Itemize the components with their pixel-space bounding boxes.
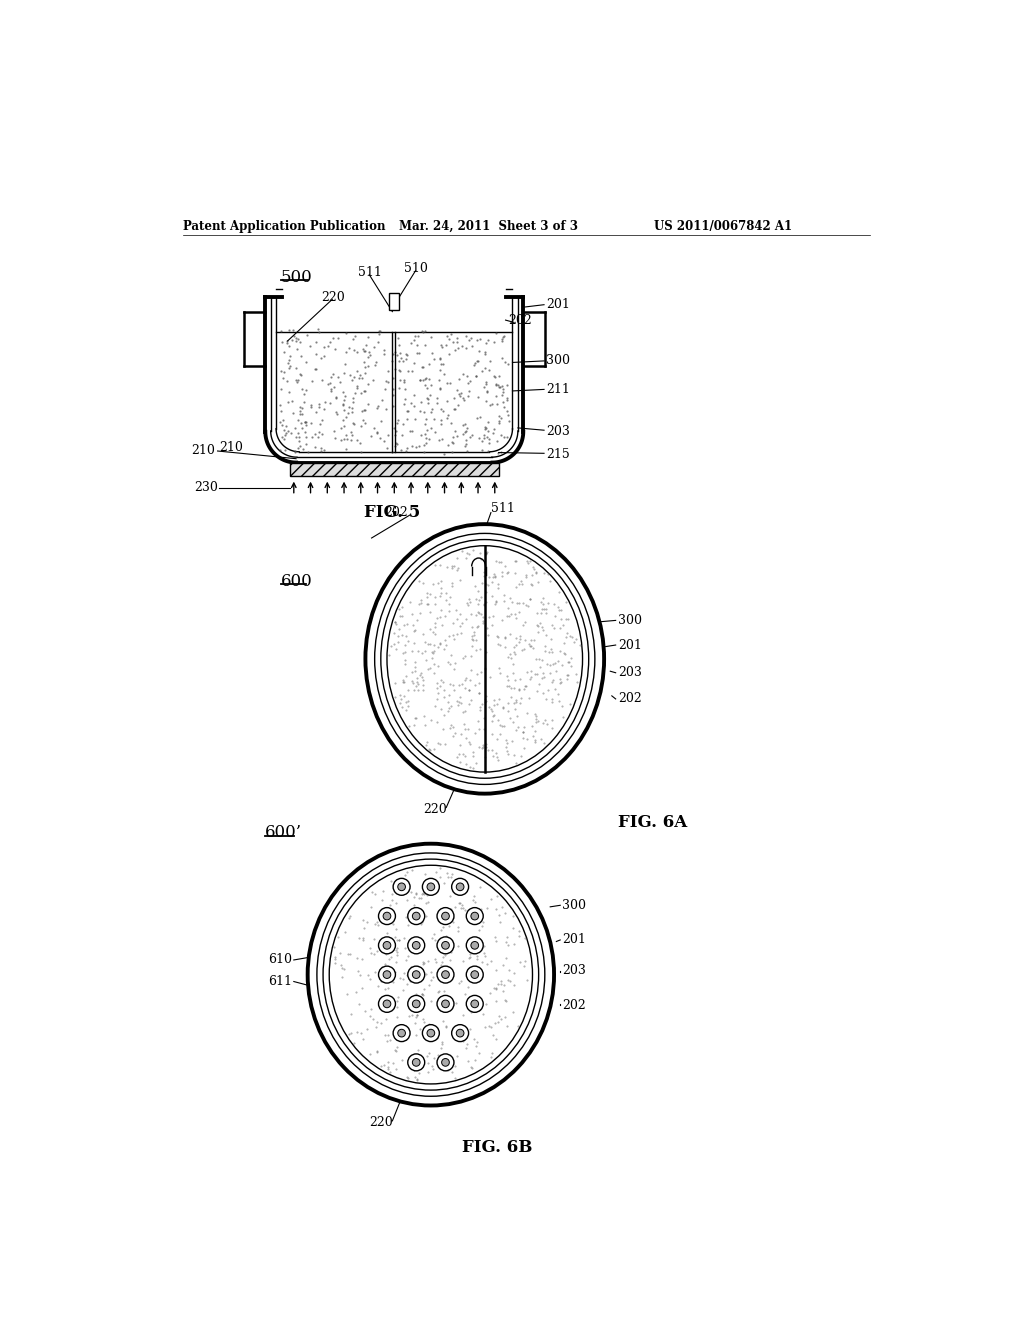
Text: Mar. 24, 2011  Sheet 3 of 3: Mar. 24, 2011 Sheet 3 of 3: [398, 220, 578, 234]
Circle shape: [441, 912, 450, 920]
Text: 511: 511: [358, 265, 382, 279]
Text: 215: 215: [547, 449, 570, 462]
Circle shape: [466, 966, 483, 983]
Circle shape: [393, 1024, 410, 1041]
Circle shape: [471, 912, 478, 920]
Circle shape: [437, 995, 454, 1012]
Ellipse shape: [381, 540, 589, 779]
Circle shape: [471, 941, 478, 949]
Bar: [388, 293, 399, 310]
Circle shape: [452, 1024, 469, 1041]
Circle shape: [441, 1059, 450, 1067]
Circle shape: [441, 970, 450, 978]
Circle shape: [408, 995, 425, 1012]
Text: FIG. 6A: FIG. 6A: [617, 814, 687, 832]
Circle shape: [427, 883, 435, 891]
Bar: [290, 462, 499, 477]
Circle shape: [379, 937, 395, 954]
Text: 600’: 600’: [265, 825, 302, 841]
Circle shape: [422, 1024, 439, 1041]
Text: FIG. 6B: FIG. 6B: [462, 1139, 532, 1156]
Text: 500: 500: [281, 268, 312, 285]
Circle shape: [413, 1059, 420, 1067]
Circle shape: [466, 908, 483, 924]
Circle shape: [379, 966, 395, 983]
Text: Patent Application Publication: Patent Application Publication: [183, 220, 385, 234]
Ellipse shape: [316, 853, 545, 1096]
Text: 300: 300: [562, 899, 586, 912]
Circle shape: [471, 1001, 478, 1007]
Circle shape: [457, 1030, 464, 1038]
Text: 203: 203: [562, 964, 586, 977]
Text: 510: 510: [403, 261, 428, 275]
Circle shape: [437, 966, 454, 983]
Text: 511: 511: [490, 502, 515, 515]
Circle shape: [383, 1001, 391, 1007]
Ellipse shape: [387, 545, 583, 772]
Text: 300: 300: [547, 354, 570, 367]
Circle shape: [379, 995, 395, 1012]
Circle shape: [471, 970, 478, 978]
Circle shape: [408, 1053, 425, 1071]
Ellipse shape: [375, 533, 595, 784]
Text: 220: 220: [423, 803, 446, 816]
Circle shape: [437, 908, 454, 924]
Circle shape: [422, 878, 439, 895]
Text: 210: 210: [191, 445, 215, 458]
Text: 201: 201: [617, 639, 642, 652]
Text: US 2011/0067842 A1: US 2011/0067842 A1: [654, 220, 793, 234]
Text: 210: 210: [219, 441, 243, 454]
Circle shape: [397, 883, 406, 891]
Circle shape: [441, 1001, 450, 1007]
Circle shape: [397, 1030, 406, 1038]
Text: 611: 611: [268, 975, 292, 989]
Circle shape: [408, 966, 425, 983]
Circle shape: [413, 941, 420, 949]
Circle shape: [466, 937, 483, 954]
Circle shape: [457, 883, 464, 891]
Circle shape: [452, 878, 469, 895]
Text: 202: 202: [617, 693, 642, 705]
Text: 211: 211: [547, 383, 570, 396]
Circle shape: [408, 908, 425, 924]
Circle shape: [413, 1001, 420, 1007]
Text: 202: 202: [384, 506, 408, 519]
Circle shape: [413, 970, 420, 978]
Text: 300: 300: [617, 614, 642, 627]
Text: FIG. 5: FIG. 5: [365, 504, 421, 521]
Text: 202: 202: [562, 999, 586, 1012]
Ellipse shape: [366, 524, 604, 793]
Circle shape: [441, 941, 450, 949]
Ellipse shape: [307, 843, 554, 1106]
Ellipse shape: [330, 866, 532, 1084]
Text: 202: 202: [508, 314, 531, 326]
Text: 220: 220: [321, 290, 344, 304]
Text: 230: 230: [194, 482, 217, 495]
Circle shape: [408, 937, 425, 954]
Circle shape: [466, 995, 483, 1012]
Circle shape: [379, 908, 395, 924]
Circle shape: [437, 937, 454, 954]
Text: 220: 220: [370, 1115, 393, 1129]
Circle shape: [393, 878, 410, 895]
Ellipse shape: [323, 859, 539, 1090]
Circle shape: [383, 912, 391, 920]
Text: 201: 201: [562, 933, 586, 946]
Circle shape: [437, 1053, 454, 1071]
Text: 600: 600: [281, 573, 312, 590]
Text: 610: 610: [268, 953, 292, 966]
Circle shape: [383, 970, 391, 978]
Circle shape: [413, 912, 420, 920]
Text: 201: 201: [547, 298, 570, 312]
Circle shape: [427, 1030, 435, 1038]
Text: 203: 203: [547, 425, 570, 438]
Text: 203: 203: [617, 667, 642, 680]
Circle shape: [383, 941, 391, 949]
